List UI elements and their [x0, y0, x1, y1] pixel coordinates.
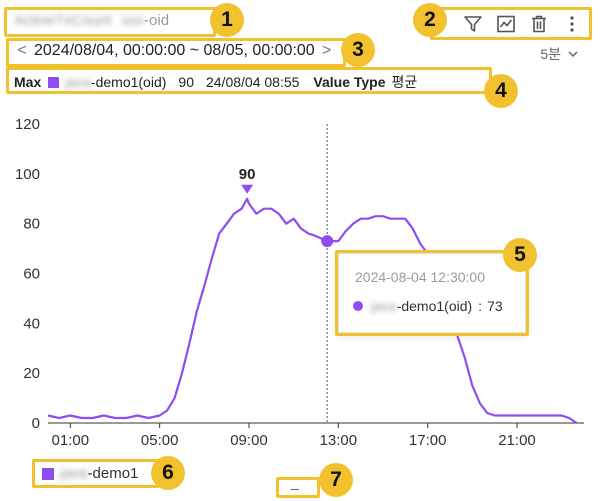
max-value: 90 [178, 74, 194, 90]
highlight-box-7 [276, 477, 320, 498]
tooltip-series-name: -demo1(oid) [396, 298, 473, 314]
y-tick-label: 20 [23, 365, 40, 382]
y-tick-label: 120 [15, 116, 40, 133]
widget-title-agent: xxx [121, 12, 145, 29]
series-color-swatch [48, 76, 60, 88]
widget-title: ActiveTxCount xxx -oid [14, 12, 169, 29]
chart-tooltip: 2024-08-04 12:30:00 java -demo1(oid) : 7… [338, 253, 526, 333]
series-line [47, 197, 578, 424]
chevron-down-icon [568, 51, 578, 58]
widget-title-suffix: -oid [144, 12, 170, 29]
tooltip-time: 2024-08-04 12:30:00 [355, 269, 485, 285]
annotation-badge-5: 5 [503, 238, 537, 272]
legend-series-name: -demo1 [87, 465, 139, 482]
more-vertical-icon[interactable] [562, 14, 582, 34]
filter-icon[interactable] [463, 14, 483, 34]
y-tick-label: 0 [32, 415, 40, 432]
x-tick-label: 13:00 [320, 432, 358, 449]
legend-series-prefix: java [60, 465, 88, 482]
interval-select[interactable]: 5분 [540, 44, 579, 64]
max-summary: Max java -demo1(oid) 90 24/08/04 08:55 V… [14, 72, 417, 92]
x-tick-label: 21:00 [498, 432, 536, 449]
x-tick-label: 05:00 [141, 432, 179, 449]
tooltip-series-row: java -demo1(oid) : 73 [353, 298, 503, 314]
prev-range-button[interactable]: < [17, 42, 27, 59]
y-tick-label: 80 [23, 216, 40, 233]
cursor-point [321, 235, 334, 248]
max-marker [241, 184, 254, 194]
annotation-badge-6: 6 [151, 456, 185, 490]
annotation-badge-1: 1 [210, 3, 244, 37]
y-tick-label: 60 [23, 266, 40, 283]
value-type-label: Value Type [313, 74, 386, 90]
tooltip-value: 73 [487, 298, 503, 314]
legend-swatch [42, 467, 54, 480]
interval-label: 5분 [540, 46, 561, 62]
max-series-prefix: java [65, 74, 91, 90]
trash-icon[interactable] [529, 14, 549, 34]
chart-icon[interactable] [496, 14, 516, 34]
tooltip-series-prefix: java [371, 298, 397, 314]
value-type: 평균 [391, 74, 418, 90]
series-color-dot [353, 301, 363, 311]
max-time: 24/08/04 08:55 [205, 74, 300, 90]
widget-title-metric: ActiveTxCount [14, 12, 112, 29]
highlight-box-5 [335, 250, 529, 336]
resize-handle[interactable]: _ [291, 474, 299, 490]
y-tick-label: 40 [23, 315, 40, 332]
highlight-box-6 [32, 459, 160, 488]
max-label: Max [14, 74, 42, 90]
tooltip-sep: : [478, 298, 483, 314]
y-tick-label: 100 [15, 166, 40, 183]
annotation-badge-4: 4 [484, 74, 518, 108]
max-series-name: -demo1(oid) [90, 74, 167, 90]
legend-item[interactable]: java -demo1 [42, 465, 138, 482]
time-range: < 2024/08/04, 00:00:00 ~ 08/05, 00:00:00… [14, 42, 335, 60]
annotation-badge-7: 7 [319, 463, 353, 497]
annotation-badge-3: 3 [341, 33, 375, 67]
next-range-button[interactable]: > [322, 42, 332, 59]
time-range-text[interactable]: 2024/08/04, 00:00:00 ~ 08/05, 00:00:00 [34, 42, 315, 59]
x-tick-label: 09:00 [230, 432, 268, 449]
annotation-badge-2: 2 [413, 3, 447, 37]
x-tick-label: 01:00 [52, 432, 90, 449]
max-value-label: 90 [239, 166, 256, 183]
x-tick-label: 17:00 [409, 432, 447, 449]
